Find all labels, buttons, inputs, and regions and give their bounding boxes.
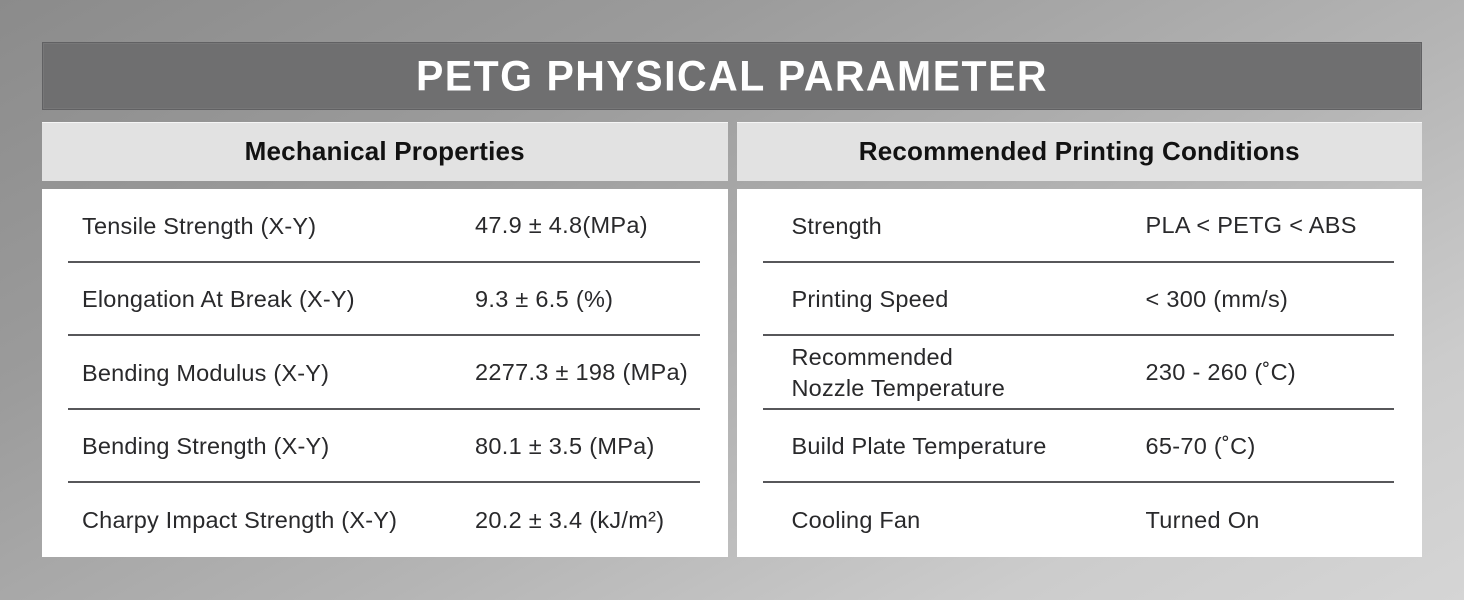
table-row: Elongation At Break (X-Y) 9.3 ± 6.5 (%) — [42, 263, 728, 337]
row-label: Bending Strength (X-Y) — [82, 433, 330, 460]
row-label: Tensile Strength (X-Y) — [82, 212, 317, 239]
title-bar: PETG PHYSICAL PARAMETER — [42, 42, 1422, 110]
row-value: 2277.3 ± 198 (MPa) — [475, 359, 688, 386]
row-value: 9.3 ± 6.5 (%) — [475, 285, 614, 312]
row-label: Build Plate Temperature — [791, 433, 1047, 460]
table-row: Strength PLA < PETG < ABS — [737, 189, 1423, 263]
mechanical-properties-panel: Mechanical Properties Tensile Strength (… — [42, 122, 728, 557]
table-row: Tensile Strength (X-Y) 47.9 ± 4.8(MPa) — [42, 189, 728, 263]
mechanical-properties-header: Mechanical Properties — [42, 122, 728, 181]
mechanical-properties-header-label: Mechanical Properties — [244, 136, 525, 166]
row-value: 65-70 (˚C) — [1145, 433, 1256, 460]
spec-card: PETG PHYSICAL PARAMETER Mechanical Prope… — [42, 42, 1422, 557]
table-row: Bending Modulus (X-Y) 2277.3 ± 198 (MPa) — [42, 336, 728, 410]
printing-conditions-table: Strength PLA < PETG < ABS Printing Speed… — [736, 189, 1423, 557]
row-label: Recommended Nozzle Temperature — [791, 344, 1005, 401]
row-label: Strength — [791, 212, 882, 239]
row-value: 230 - 260 (˚C) — [1145, 359, 1296, 386]
printing-conditions-header-label: Recommended Printing Conditions — [858, 136, 1300, 166]
table-row: Cooling Fan Turned On — [737, 483, 1423, 557]
row-label: Bending Modulus (X-Y) — [82, 359, 330, 386]
row-label: Charpy Impact Strength (X-Y) — [82, 506, 398, 533]
row-value: 47.9 ± 4.8(MPa) — [475, 212, 648, 239]
printing-conditions-header: Recommended Printing Conditions — [736, 122, 1422, 181]
table-row: Bending Strength (X-Y) 80.1 ± 3.5 (MPa) — [42, 410, 728, 484]
table-row: Printing Speed < 300 (mm/s) — [737, 263, 1423, 337]
page-title: PETG PHYSICAL PARAMETER — [415, 51, 1049, 100]
row-label: Elongation At Break (X-Y) — [82, 286, 355, 313]
panels-container: Mechanical Properties Tensile Strength (… — [42, 122, 1422, 557]
table-row: Charpy Impact Strength (X-Y) 20.2 ± 3.4 … — [42, 483, 728, 557]
row-value: 20.2 ± 3.4 (kJ/m²) — [475, 506, 665, 533]
printing-conditions-panel: Recommended Printing Conditions Strength… — [736, 122, 1423, 557]
row-value: Turned On — [1145, 506, 1260, 533]
table-row: Recommended Nozzle Temperature 230 - 260… — [737, 336, 1423, 410]
row-value: < 300 (mm/s) — [1145, 285, 1289, 312]
row-value: 80.1 ± 3.5 (MPa) — [475, 433, 655, 460]
row-value: PLA < PETG < ABS — [1145, 212, 1357, 239]
table-row: Build Plate Temperature 65-70 (˚C) — [737, 410, 1423, 484]
mechanical-properties-table: Tensile Strength (X-Y) 47.9 ± 4.8(MPa) E… — [42, 189, 728, 557]
row-label: Printing Speed — [791, 286, 949, 313]
row-label: Cooling Fan — [791, 506, 921, 533]
